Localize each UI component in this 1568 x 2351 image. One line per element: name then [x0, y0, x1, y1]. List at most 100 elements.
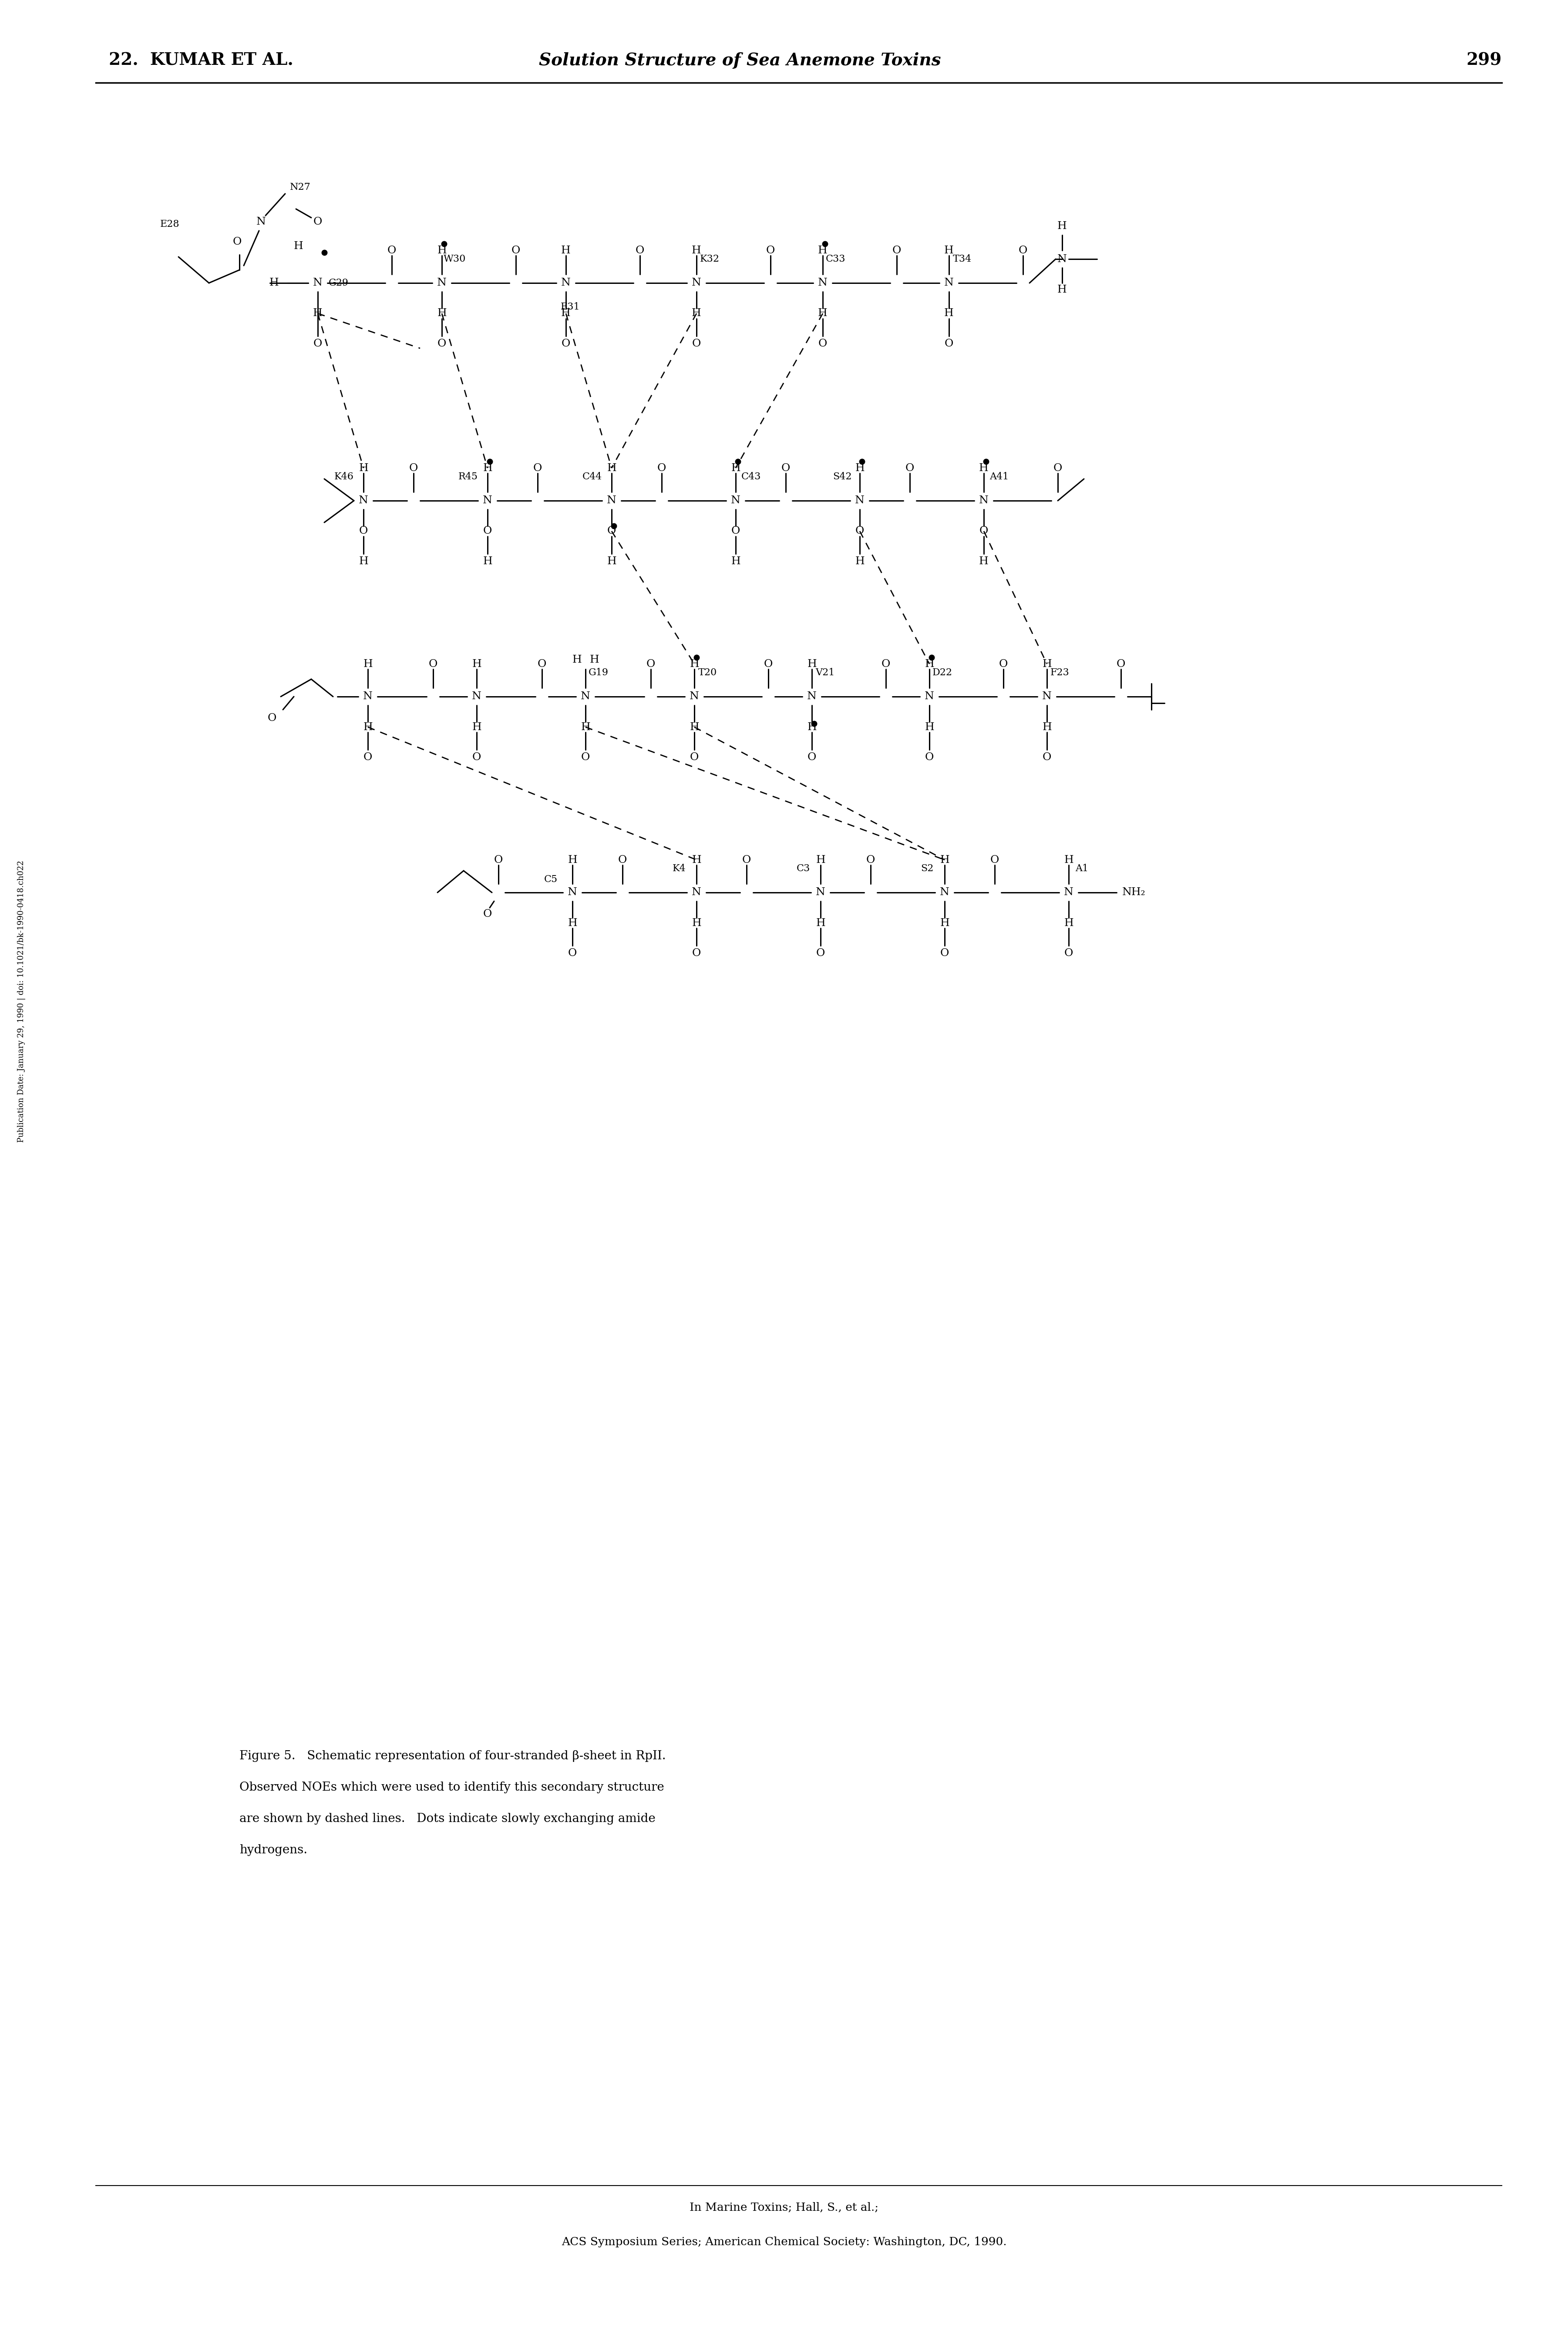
Text: H: H [1043, 722, 1052, 731]
Text: O: O [905, 463, 914, 473]
Text: H: H [1065, 917, 1074, 929]
Text: H: H [691, 917, 701, 929]
Text: O: O [387, 245, 397, 256]
Text: H: H [855, 557, 864, 567]
Text: G19: G19 [588, 668, 608, 677]
Text: N: N [691, 889, 701, 898]
Text: O: O [359, 527, 368, 536]
Text: N: N [561, 277, 571, 289]
Text: Solution Structure of Sea Anemone Toxins: Solution Structure of Sea Anemone Toxins [539, 52, 941, 68]
Text: O: O [731, 527, 740, 536]
Text: O: O [483, 910, 492, 919]
Text: C33: C33 [826, 254, 845, 263]
Text: O: O [999, 658, 1008, 670]
Text: ACS Symposium Series; American Chemical Society: Washington, DC, 1990.: ACS Symposium Series; American Chemical … [561, 2236, 1007, 2248]
Text: hydrogens.: hydrogens. [240, 1843, 307, 1855]
Text: N: N [731, 496, 740, 505]
Text: H: H [607, 557, 616, 567]
Text: N: N [939, 889, 949, 898]
Text: N: N [690, 691, 699, 701]
Text: O: O [815, 947, 825, 959]
Text: H: H [808, 658, 817, 670]
Text: Observed NOEs which were used to identify this secondary structure: Observed NOEs which were used to identif… [240, 1782, 665, 1794]
Text: H: H [808, 722, 817, 731]
Text: N: N [855, 496, 864, 505]
Text: N: N [925, 691, 935, 701]
Text: H: H [568, 917, 577, 929]
Text: O: O [925, 752, 935, 762]
Text: H: H [572, 654, 582, 665]
Text: H: H [818, 308, 828, 317]
Text: V21: V21 [815, 668, 834, 677]
Text: C5: C5 [544, 875, 558, 884]
Text: C3: C3 [797, 863, 811, 872]
Text: H: H [314, 308, 323, 317]
Text: N: N [1065, 889, 1074, 898]
Text: N: N [472, 691, 481, 701]
Text: H: H [939, 856, 949, 865]
Text: N: N [483, 496, 492, 505]
Text: O: O [494, 856, 503, 865]
Text: O: O [691, 339, 701, 348]
Text: H: H [818, 245, 828, 256]
Text: O: O [607, 527, 616, 536]
Text: In Marine Toxins; Hall, S., et al.;: In Marine Toxins; Hall, S., et al.; [690, 2203, 878, 2212]
Text: O: O [1116, 658, 1126, 670]
Text: H: H [691, 245, 701, 256]
Text: O: O [538, 658, 546, 670]
Text: H: H [1043, 658, 1052, 670]
Text: H: H [359, 557, 368, 567]
Text: N: N [359, 496, 368, 505]
Text: H: H [472, 722, 481, 731]
Text: O: O [1054, 463, 1062, 473]
Text: H: H [1057, 284, 1066, 294]
Text: H: H [691, 308, 701, 317]
Text: O: O [409, 463, 419, 473]
Text: Publication Date: January 29, 1990 | doi: 10.1021/bk-1990-0418.ch022: Publication Date: January 29, 1990 | doi… [17, 860, 27, 1143]
Text: N: N [257, 216, 267, 228]
Text: O: O [855, 527, 864, 536]
Text: H: H [437, 245, 447, 256]
Text: O: O [582, 752, 590, 762]
Text: O: O [991, 856, 999, 865]
Text: O: O [657, 463, 666, 473]
Text: A1: A1 [1076, 863, 1088, 872]
Text: H: H [925, 722, 935, 731]
Text: O: O [1065, 947, 1073, 959]
Text: H: H [437, 308, 447, 317]
Text: H: H [690, 722, 699, 731]
Text: N: N [818, 277, 828, 289]
Text: H: H [483, 463, 492, 473]
Text: H: H [364, 658, 373, 670]
Text: H: H [359, 463, 368, 473]
Text: K46: K46 [334, 473, 354, 482]
Text: H: H [561, 245, 571, 256]
Text: O: O [691, 947, 701, 959]
Text: O: O [472, 752, 481, 762]
Text: O: O [428, 658, 437, 670]
Text: N: N [808, 691, 817, 701]
Text: K32: K32 [699, 254, 720, 263]
Text: N27: N27 [290, 183, 310, 193]
Text: W30: W30 [444, 254, 466, 263]
Text: 299: 299 [1466, 52, 1502, 68]
Text: T20: T20 [698, 668, 717, 677]
Text: N: N [580, 691, 590, 701]
Text: N: N [437, 277, 447, 289]
Text: H: H [1057, 221, 1066, 230]
Text: N: N [314, 277, 323, 289]
Text: O: O [980, 527, 988, 536]
Text: O: O [764, 658, 773, 670]
Text: are shown by dashed lines.   Dots indicate slowly exchanging amide: are shown by dashed lines. Dots indicate… [240, 1813, 655, 1824]
Text: O: O [568, 947, 577, 959]
Text: H: H [580, 722, 590, 731]
Text: H: H [364, 722, 373, 731]
Text: H: H [691, 856, 701, 865]
Text: O: O [944, 339, 953, 348]
Text: A41: A41 [989, 473, 1008, 482]
Text: O: O [437, 339, 447, 348]
Text: T34: T34 [953, 254, 972, 263]
Text: N: N [1057, 254, 1066, 263]
Text: O: O [646, 658, 655, 670]
Text: O: O [364, 752, 372, 762]
